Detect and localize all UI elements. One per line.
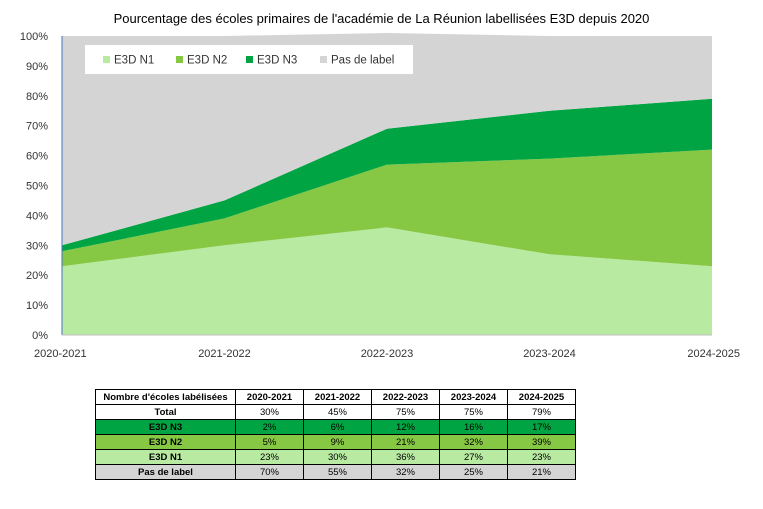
area-pas-de-label bbox=[62, 33, 712, 246]
table-header-label: Nombre d'écoles labélisées bbox=[95, 389, 236, 405]
table-cell: 32% bbox=[439, 434, 508, 450]
table-row: E3D N2 5% 9% 21% 32% 39% bbox=[95, 434, 576, 450]
legend-label: E3D N1 bbox=[114, 55, 154, 67]
legend-item: E3D N1 bbox=[103, 55, 154, 67]
legend-swatch bbox=[246, 56, 253, 63]
table-row-label: E3D N2 bbox=[95, 434, 236, 450]
y-tick-label: 40% bbox=[26, 210, 48, 222]
legend-item: E3D N3 bbox=[246, 55, 297, 67]
table-cell: 39% bbox=[507, 434, 576, 450]
y-tick-label: 70% bbox=[26, 121, 48, 133]
legend-label: E3D N3 bbox=[257, 55, 297, 67]
table-cell: 21% bbox=[371, 434, 440, 450]
legend-item: E3D N2 bbox=[176, 55, 227, 67]
table-cell: 12% bbox=[371, 419, 440, 435]
chart-title: Pourcentage des écoles primaires de l'ac… bbox=[113, 11, 650, 26]
table-cell: 16% bbox=[439, 419, 508, 435]
legend-label: Pas de label bbox=[331, 55, 394, 67]
table-row-label: Total bbox=[95, 404, 236, 420]
table-cell: 45% bbox=[303, 404, 372, 420]
table-row-label: E3D N1 bbox=[95, 449, 236, 465]
y-tick-label: 10% bbox=[26, 300, 48, 312]
table-cell: 17% bbox=[507, 419, 576, 435]
y-tick-label: 80% bbox=[26, 91, 48, 103]
y-tick-label: 0% bbox=[32, 330, 48, 342]
area-chart: 0% 10% 20% 30% 40% 50% 60% 70% 80% 90% 100% 2020-20… bbox=[20, 31, 740, 360]
table-cell: 75% bbox=[371, 404, 440, 420]
area-e3d-n3 bbox=[62, 98, 712, 252]
table-row: E3D N1 23% 30% 36% 27% 23% bbox=[95, 449, 576, 465]
x-tick-label: 2020-2021 bbox=[34, 348, 87, 360]
table-col-header: 2022-2023 bbox=[371, 389, 440, 405]
legend-swatch bbox=[103, 56, 110, 63]
table-cell: 79% bbox=[507, 404, 576, 420]
x-tick-label: 2024-2025 bbox=[687, 348, 740, 360]
table-cell: 6% bbox=[303, 419, 372, 435]
table-cell: 27% bbox=[439, 449, 508, 465]
table-row: Total 30% 45% 75% 75% 79% bbox=[95, 404, 576, 420]
table-cell: 5% bbox=[235, 434, 304, 450]
table-cell: 21% bbox=[507, 464, 576, 480]
y-tick-label: 100% bbox=[20, 31, 48, 43]
table-cell: 25% bbox=[439, 464, 508, 480]
table-row: E3D N3 2% 6% 12% 16% 17% bbox=[95, 419, 576, 435]
table-col-header: 2020-2021 bbox=[235, 389, 304, 405]
table-row: Pas de label 70% 55% 32% 25% 21% bbox=[95, 464, 576, 480]
legend-swatch bbox=[176, 56, 183, 63]
table-row-label: Pas de label bbox=[95, 464, 236, 480]
legend-label: E3D N2 bbox=[187, 55, 227, 67]
table-cell: 2% bbox=[235, 419, 304, 435]
legend-item: Pas de label bbox=[320, 55, 394, 67]
table-cell: 9% bbox=[303, 434, 372, 450]
table-cell: 23% bbox=[235, 449, 304, 465]
table-cell: 30% bbox=[303, 449, 372, 465]
y-tick-label: 20% bbox=[26, 270, 48, 282]
table-cell: 70% bbox=[235, 464, 304, 480]
table-col-header: 2021-2022 bbox=[303, 389, 372, 405]
y-tick-label: 60% bbox=[26, 151, 48, 163]
table-col-header: 2023-2024 bbox=[439, 389, 508, 405]
area-e3d-n2 bbox=[62, 149, 712, 267]
table-col-header: 2024-2025 bbox=[507, 389, 576, 405]
data-table: Nombre d'écoles labélisées 2020-2021 202… bbox=[95, 389, 576, 480]
table-cell: 23% bbox=[507, 449, 576, 465]
table-cell: 32% bbox=[371, 464, 440, 480]
x-tick-label: 2022-2023 bbox=[361, 348, 414, 360]
x-tick-label: 2021-2022 bbox=[198, 348, 251, 360]
y-tick-label: 30% bbox=[26, 240, 48, 252]
area-e3d-n1 bbox=[62, 227, 712, 335]
table-header-row: Nombre d'écoles labélisées 2020-2021 202… bbox=[95, 389, 576, 405]
table-cell: 75% bbox=[439, 404, 508, 420]
table-cell: 30% bbox=[235, 404, 304, 420]
x-tick-label: 2023-2024 bbox=[523, 348, 576, 360]
table-cell: 36% bbox=[371, 449, 440, 465]
y-tick-label: 90% bbox=[26, 61, 48, 73]
legend-swatch bbox=[320, 56, 327, 63]
y-tick-label: 50% bbox=[26, 181, 48, 193]
table-cell: 55% bbox=[303, 464, 372, 480]
table-row-label: E3D N3 bbox=[95, 419, 236, 435]
